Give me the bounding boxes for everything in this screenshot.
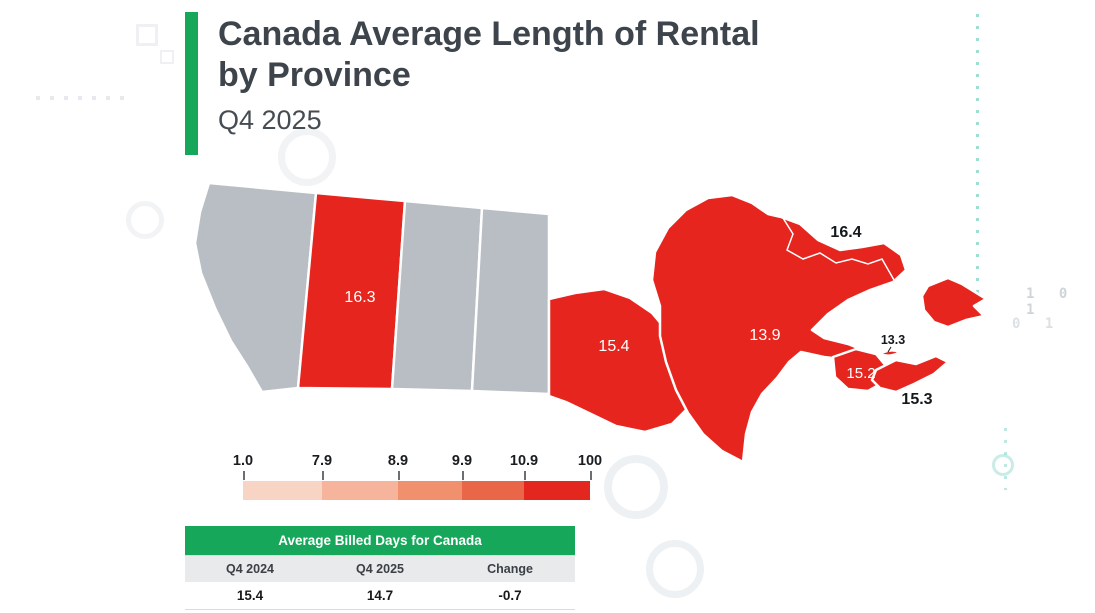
page-title-line1: Canada Average Length of Rental — [218, 15, 760, 53]
title-accent-bar — [185, 12, 198, 155]
border-quebec-labrador — [782, 217, 895, 281]
summary-value-q4-2025: 14.7 — [315, 582, 445, 610]
legend-tick-label: 8.9 — [387, 453, 409, 469]
province-saskatchewan — [390, 199, 484, 393]
label-nova-scotia-value: 15.3 — [901, 391, 932, 408]
color-scale-legend: 1.0 7.9 8.9 9.9 10.9 100 — [228, 453, 608, 501]
legend-tick-mark — [398, 471, 400, 480]
legend-segment — [524, 481, 590, 500]
legend-segment — [322, 481, 398, 500]
label-newfoundland-labrador-value: 16.4 — [830, 224, 861, 241]
legend-tick-label: 100 — [577, 453, 603, 469]
summary-table-col-q4-2024: Q4 2024 — [185, 555, 315, 582]
legend-tick-mark — [322, 471, 324, 480]
summary-value-change: -0.7 — [445, 582, 575, 610]
summary-table-value-row: 15.4 14.7 -0.7 — [185, 582, 575, 610]
page-title-line2: by Province — [218, 56, 411, 94]
province-manitoba — [470, 206, 551, 396]
summary-table-col-change: Change — [445, 555, 575, 582]
legend-tick-mark — [524, 471, 526, 480]
legend-gradient-bar — [243, 481, 590, 500]
summary-table-title: Average Billed Days for Canada — [185, 526, 575, 556]
legend-tick-mark — [462, 471, 464, 480]
label-alberta-value: 16.3 — [344, 289, 375, 306]
province-newfoundland-island — [920, 276, 988, 329]
label-new-brunswick-value: 15.2 — [846, 365, 875, 382]
legend-segment — [243, 481, 322, 500]
province-british-columbia — [193, 181, 318, 394]
province-nova-scotia — [870, 354, 950, 394]
legend-segment — [398, 481, 462, 500]
pei-leader-line — [887, 346, 892, 353]
page-subtitle-quarter: Q4 2025 — [218, 105, 322, 135]
legend-tick-mark — [590, 471, 592, 480]
summary-table-col-q4-2025: Q4 2025 — [315, 555, 445, 582]
label-quebec-value: 13.9 — [749, 327, 780, 344]
summary-table-header-row: Q4 2024 Q4 2025 Change — [185, 555, 575, 582]
legend-tick-label: 7.9 — [311, 453, 333, 469]
summary-value-q4-2024: 15.4 — [185, 582, 315, 610]
province-prince-edward-island — [878, 349, 902, 357]
legend-segment — [462, 481, 524, 500]
label-ontario-value: 15.4 — [598, 338, 629, 355]
label-prince-edward-island-value: 13.3 — [881, 333, 905, 347]
summary-table: Average Billed Days for Canada Q4 2024 Q… — [185, 526, 575, 610]
legend-tick-label: 1.0 — [232, 453, 254, 469]
legend-tick-label: 9.9 — [451, 453, 473, 469]
legend-tick-label: 10.9 — [509, 453, 539, 469]
legend-tick-mark — [243, 471, 245, 480]
title-block: Canada Average Length of Rental by Provi… — [218, 14, 760, 136]
